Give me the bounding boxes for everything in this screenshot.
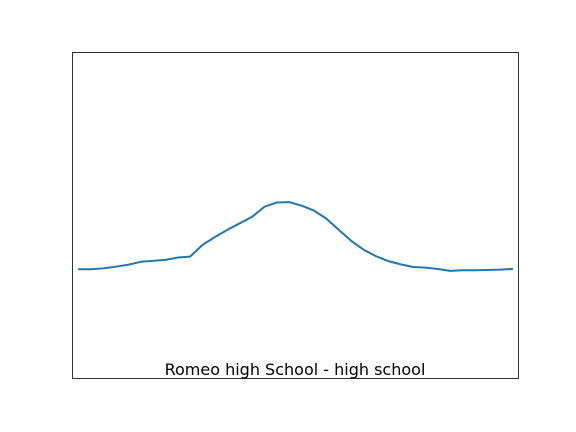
plot-frame	[72, 52, 519, 379]
chart-title: Romeo high School - high school	[165, 360, 426, 379]
series-line-0	[77, 201, 514, 272]
series-layer	[77, 201, 514, 272]
